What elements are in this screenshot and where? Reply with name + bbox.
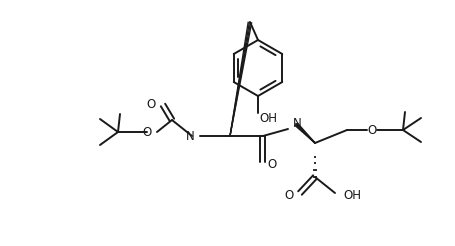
Text: O: O bbox=[267, 157, 276, 170]
Text: N: N bbox=[293, 118, 301, 130]
Text: O: O bbox=[367, 123, 376, 137]
Text: O: O bbox=[142, 125, 152, 138]
Text: O: O bbox=[147, 97, 156, 110]
Text: OH: OH bbox=[258, 111, 276, 124]
Text: N: N bbox=[186, 129, 195, 142]
Text: OH: OH bbox=[342, 189, 360, 202]
Text: O: O bbox=[284, 189, 293, 202]
